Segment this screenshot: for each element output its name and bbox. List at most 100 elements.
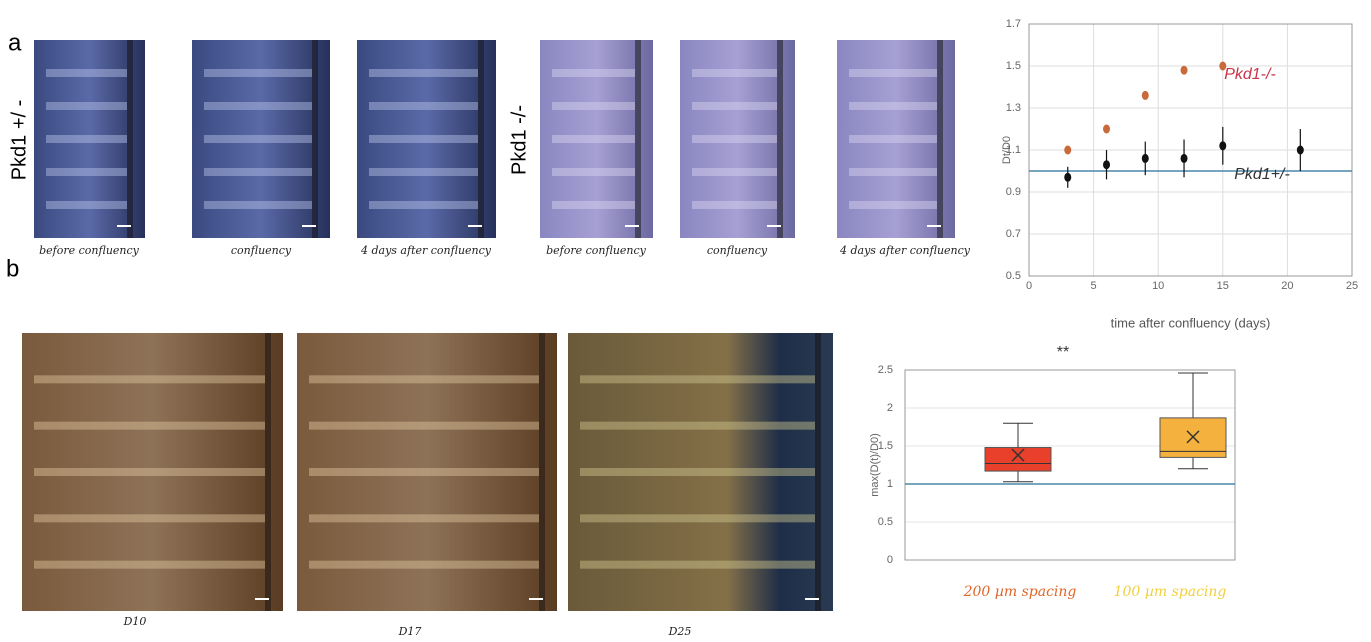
channel xyxy=(46,69,127,77)
point xyxy=(1181,66,1188,75)
channel xyxy=(204,102,312,110)
y-tick-label: 0.5 xyxy=(878,516,893,528)
microscopy-images xyxy=(22,40,955,611)
channel xyxy=(580,422,815,430)
caption: before confluency xyxy=(39,244,140,257)
channel xyxy=(552,135,635,143)
channel xyxy=(692,201,777,209)
channel xyxy=(34,561,265,569)
y-tick-label: 2 xyxy=(887,402,893,414)
x-tick-label: 25 xyxy=(1346,280,1358,292)
channel xyxy=(552,201,635,209)
caption: 4 days after confluency xyxy=(360,244,492,257)
plot-frame xyxy=(905,370,1235,560)
y-tick-label: 1.5 xyxy=(1006,60,1021,72)
category-label: 100 µm spacing xyxy=(1114,584,1227,600)
x-tick-label: 5 xyxy=(1091,280,1097,292)
point xyxy=(1297,146,1304,155)
channel xyxy=(46,135,127,143)
channel xyxy=(552,168,635,176)
y-tick-label: 0.9 xyxy=(1006,186,1021,198)
wall xyxy=(539,333,545,611)
channel xyxy=(204,201,312,209)
channel xyxy=(369,135,478,143)
channel xyxy=(692,135,777,143)
channel xyxy=(692,69,777,77)
y-tick-label: 0.7 xyxy=(1006,228,1021,240)
channel xyxy=(46,168,127,176)
channel xyxy=(46,102,127,110)
wall xyxy=(937,40,943,238)
y-tick-label: 2.5 xyxy=(878,364,893,376)
channel xyxy=(46,201,127,209)
panel-label: b xyxy=(6,255,19,282)
channel xyxy=(849,69,937,77)
category-label: 200 µm spacing xyxy=(963,584,1077,600)
channel xyxy=(309,375,539,383)
point xyxy=(1103,160,1110,169)
channel xyxy=(580,561,815,569)
point xyxy=(1142,91,1149,100)
y-tick-label: 0.5 xyxy=(1006,270,1021,282)
channel xyxy=(369,168,478,176)
wall xyxy=(312,40,318,238)
channel xyxy=(580,468,815,476)
figure: a b Pkd1 +/ - Pkd1 -/- before confluency… xyxy=(0,0,1371,642)
row-label: Pkd1 -/- xyxy=(508,105,530,175)
channel xyxy=(580,375,815,383)
x-tick-label: 20 xyxy=(1281,280,1293,292)
channel xyxy=(552,69,635,77)
channel xyxy=(309,422,539,430)
channel xyxy=(309,514,539,522)
point xyxy=(1142,154,1149,163)
channel xyxy=(849,201,937,209)
channel xyxy=(34,514,265,522)
channel xyxy=(369,201,478,209)
caption: D17 xyxy=(398,625,422,638)
series-label: Pkd1-/- xyxy=(1224,66,1276,83)
channel xyxy=(204,135,312,143)
y-tick-label: 0 xyxy=(887,554,893,566)
caption: before confluency xyxy=(546,244,647,257)
significance: ** xyxy=(1057,344,1069,361)
x-tick-label: 0 xyxy=(1026,280,1032,292)
point xyxy=(1219,141,1226,150)
x-tick-label: 10 xyxy=(1152,280,1164,292)
channel xyxy=(309,468,539,476)
point xyxy=(1064,173,1071,182)
wall xyxy=(127,40,133,238)
wall xyxy=(815,333,821,611)
caption: D25 xyxy=(668,625,692,638)
x-axis-label: time after confluency (days) xyxy=(1111,315,1271,330)
box xyxy=(985,448,1051,472)
wall xyxy=(265,333,271,611)
channel xyxy=(204,69,312,77)
x-tick-label: 15 xyxy=(1217,280,1229,292)
wall xyxy=(478,40,484,238)
row-label: Pkd1 +/ - xyxy=(8,100,30,181)
channel xyxy=(692,102,777,110)
point xyxy=(1103,125,1110,134)
channel xyxy=(552,102,635,110)
point xyxy=(1064,146,1071,155)
channel xyxy=(692,168,777,176)
channel xyxy=(34,375,265,383)
channel xyxy=(34,422,265,430)
y-axis-label: Dt/D0 xyxy=(1001,136,1013,164)
channel xyxy=(34,468,265,476)
channel xyxy=(849,102,937,110)
caption: 4 days after confluency xyxy=(839,244,971,257)
series-label: Pkd1+/- xyxy=(1234,166,1290,183)
channel xyxy=(369,102,478,110)
caption: confluency xyxy=(231,244,292,257)
channel xyxy=(309,561,539,569)
y-tick-label: 1 xyxy=(887,478,893,490)
y-tick-label: 1.7 xyxy=(1006,18,1021,30)
channel xyxy=(369,69,478,77)
channel xyxy=(849,168,937,176)
panel-label: a xyxy=(8,29,22,56)
y-axis-label: max(D(t)/D0) xyxy=(869,433,881,497)
wall xyxy=(777,40,783,238)
channel xyxy=(580,514,815,522)
channel xyxy=(204,168,312,176)
